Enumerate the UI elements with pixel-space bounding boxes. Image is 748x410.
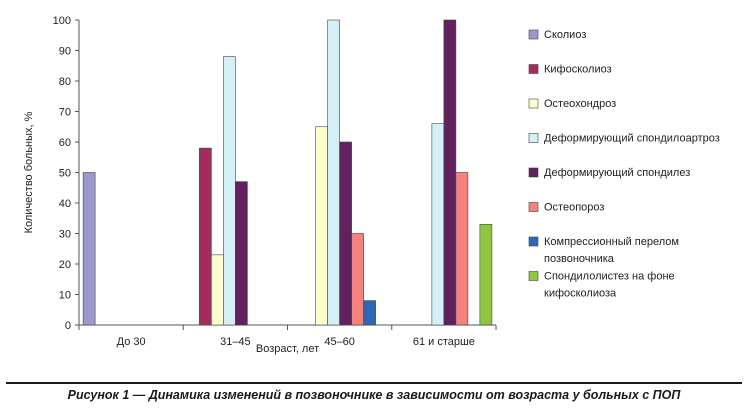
caption-rule: [6, 382, 742, 384]
x-axis-title: Возраст, лет: [256, 343, 319, 355]
legend-label: Деформирующий спондилоартроз: [544, 133, 720, 145]
bar-chart: 0 10 20 30 40 50 60 70 80 90 100 До 30 31–45 45–60 61 …: [23, 15, 720, 355]
bar: [211, 254, 224, 326]
y-tick-label: 10: [59, 290, 71, 302]
legend-label: позвоночника: [544, 253, 615, 265]
legend-label: Сколиоз: [544, 29, 586, 41]
x-tick-label: 45–60: [324, 336, 355, 348]
bar: [443, 19, 457, 326]
y-tick-label: 50: [59, 168, 71, 180]
y-tick-label: 100: [53, 15, 71, 27]
bar: [431, 123, 445, 326]
figure-caption: Рисунок 1 — Динамика изменений в позвоно…: [67, 388, 681, 402]
legend-label: Компрессионный перелом: [544, 236, 679, 248]
bar: [235, 181, 248, 326]
y-tick-label: 80: [59, 76, 71, 88]
legend-swatch: [528, 271, 539, 281]
legend-label: Остеопороз: [544, 202, 604, 214]
bar: [327, 19, 340, 326]
bar: [339, 141, 352, 326]
bar: [455, 172, 469, 326]
legend-label: Деформирующий спондилез: [544, 167, 690, 179]
legend-label: Кифосколиоз: [544, 64, 612, 76]
x-tick-label: 61 и старше: [413, 336, 475, 348]
bar: [223, 56, 236, 326]
y-tick-label: 70: [59, 107, 71, 119]
bar: [363, 300, 376, 326]
y-axis-title: Количество больных, %: [23, 111, 35, 233]
y-tick-label: 40: [59, 198, 71, 210]
x-tick-label: До 30: [117, 336, 146, 348]
y-tick-label: 90: [59, 46, 71, 58]
y-tick-label: 20: [59, 259, 71, 271]
bar: [351, 233, 364, 326]
legend-swatch: [528, 133, 539, 143]
bar: [82, 172, 96, 326]
legend-label: Спондилолистез на фоне: [544, 271, 675, 283]
legend-swatch: [528, 98, 539, 109]
legend-label: кифосколиоза: [544, 288, 617, 300]
bar: [479, 224, 493, 326]
legend-swatch: [528, 64, 539, 74]
y-tick-label: 0: [65, 320, 71, 332]
x-tick-label: 31–45: [220, 336, 251, 348]
bar: [315, 126, 328, 326]
legend-label: Остеохондроз: [544, 98, 616, 110]
legend-swatch: [528, 167, 539, 178]
legend-swatch: [528, 29, 539, 40]
legend-swatch: [528, 202, 539, 212]
y-tick-label: 30: [59, 229, 71, 241]
y-tick-label: 60: [59, 137, 71, 149]
bar: [199, 147, 212, 326]
legend-swatch: [528, 236, 539, 247]
